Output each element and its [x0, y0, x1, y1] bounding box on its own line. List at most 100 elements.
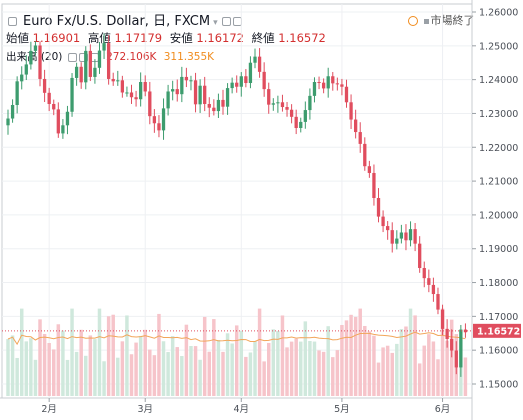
volume-bar [24, 341, 29, 396]
candle-body [459, 329, 463, 368]
volume-bar [363, 325, 367, 396]
candle-body [390, 230, 394, 244]
volume-bar [321, 351, 326, 396]
volume-bar [148, 349, 152, 396]
y-tick-label: 1.25000 [479, 41, 518, 52]
volume-bar [29, 338, 33, 396]
volume-bar [404, 326, 408, 396]
candle-body [171, 89, 175, 92]
candle-body [353, 119, 358, 133]
candle-body [47, 92, 51, 104]
candle-body [84, 50, 88, 83]
candle-body [143, 82, 147, 92]
volume-bar [198, 359, 202, 396]
volume-value: 272.106K [106, 51, 157, 63]
volume-bar [207, 351, 212, 396]
volume-bar [353, 316, 358, 396]
candle-body [97, 50, 102, 68]
volume-bar [372, 335, 376, 396]
volume-bar [152, 355, 157, 396]
y-tick-label: 1.26000 [479, 8, 518, 19]
volume-bar [285, 347, 289, 396]
collapse-icon[interactable] [8, 17, 17, 26]
candle-body [349, 102, 353, 120]
candle-body [198, 85, 202, 105]
volume-bar [202, 316, 207, 396]
volume-bar [42, 333, 47, 396]
volume-bar [10, 335, 15, 396]
volume-bar [65, 359, 70, 396]
volume-bar [312, 341, 317, 396]
candle-body [93, 67, 97, 77]
candle-body [79, 66, 83, 83]
volume-bar [266, 342, 271, 396]
volume-bar [15, 357, 19, 396]
volume-bar [84, 355, 88, 396]
volume-bar [431, 341, 436, 396]
volume-bar [440, 308, 445, 396]
candle-body [386, 226, 390, 231]
x-tick-label: 3月 [137, 404, 153, 415]
volume-visibility-icon[interactable] [67, 52, 77, 62]
candle-body [161, 108, 166, 131]
volume-bar [216, 339, 221, 396]
candle-body [262, 71, 266, 90]
x-tick-label: 4月 [234, 404, 250, 415]
y-tick-label: 1.18000 [479, 278, 518, 289]
x-tick-label: 5月 [334, 404, 350, 415]
candle-body [33, 45, 38, 51]
candle-body [276, 102, 280, 104]
volume-bar [19, 308, 24, 396]
volume-bar [417, 363, 422, 396]
candle-body [166, 91, 170, 109]
candle-body [193, 80, 198, 105]
candle-body [285, 107, 289, 110]
volume-bar [175, 347, 179, 396]
volume-bar [376, 362, 381, 396]
volume-bar [308, 340, 312, 396]
x-tick-label: 6月 [435, 404, 451, 415]
candle-body [463, 329, 468, 333]
candle-body [436, 294, 440, 310]
candle-body [221, 99, 225, 107]
candle-body [175, 89, 179, 95]
volume-bar [111, 314, 115, 396]
high-label: 高値 [87, 31, 111, 45]
volume-bar [138, 335, 143, 396]
candle-body [129, 92, 134, 98]
chevron-down-icon[interactable]: ▾ [213, 18, 218, 28]
volume-bar [349, 314, 353, 396]
candle-body [189, 80, 193, 82]
candle-body [207, 103, 211, 108]
candle-body [427, 278, 431, 285]
volume-bar [280, 315, 285, 396]
candle-body [326, 76, 330, 89]
candle-body [120, 80, 125, 93]
candle-body [418, 243, 422, 269]
settings-icon[interactable] [221, 17, 231, 26]
candle-body [70, 77, 74, 112]
volume-bar [326, 326, 330, 396]
volume-bar [56, 324, 61, 396]
alert-icon[interactable] [408, 16, 418, 26]
candle-body [331, 76, 335, 84]
x-tick-label: 2月 [41, 404, 57, 415]
candle-body [404, 232, 408, 241]
volume-bar [358, 308, 362, 396]
volume-bar [120, 341, 125, 396]
candle-body [148, 91, 152, 117]
volume-bar [276, 331, 280, 396]
volume-bar [193, 346, 198, 396]
candle-body [65, 111, 70, 126]
volume-bar [303, 321, 308, 396]
volume-bar [244, 356, 248, 396]
volume-bar [408, 308, 413, 396]
candle-body [299, 121, 303, 128]
volume-bar [61, 330, 65, 396]
candle-body [381, 216, 385, 227]
volume-bar [93, 339, 97, 396]
candle-body [24, 64, 28, 75]
last-price-box [473, 323, 521, 338]
volume-bar [129, 354, 134, 396]
